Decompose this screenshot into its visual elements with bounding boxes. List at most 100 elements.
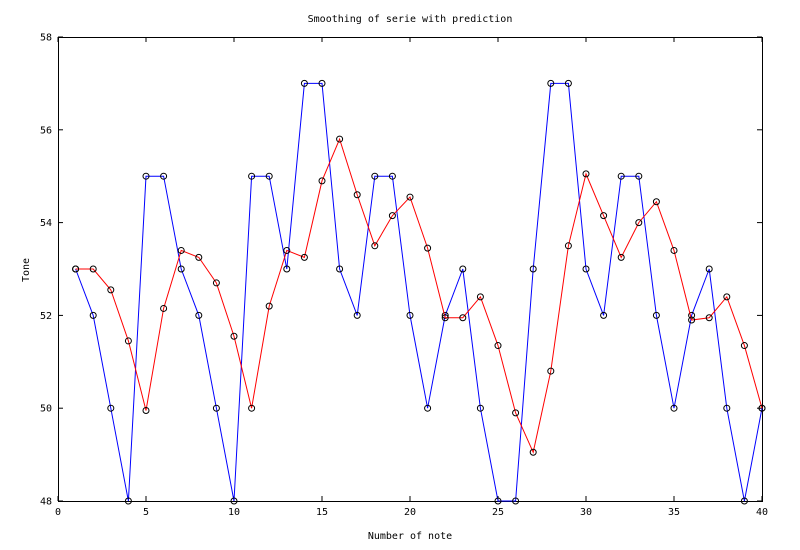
- data-point: [353, 191, 361, 199]
- x-tick-label: 35: [668, 507, 680, 518]
- data-point: [195, 311, 203, 319]
- data-point: [248, 404, 256, 412]
- data-point: [740, 497, 748, 505]
- x-axis-label: Number of note: [368, 531, 452, 542]
- data-point: [476, 404, 484, 412]
- x-axis: 0 5 10 15 20 25 30 35 40: [55, 37, 768, 518]
- data-point: [600, 212, 608, 220]
- data-point: [758, 404, 766, 412]
- data-point: [529, 265, 537, 273]
- y-tick-label: 50: [40, 404, 52, 415]
- data-point: [195, 253, 203, 261]
- data-point: [89, 311, 97, 319]
- y-tick-label: 58: [40, 33, 52, 44]
- data-point: [160, 172, 168, 180]
- data-point: [230, 497, 238, 505]
- data-point: [494, 497, 502, 505]
- chart-title: Smoothing of serie with prediction: [308, 14, 513, 25]
- series-line: [75, 82, 763, 502]
- data-point: [512, 497, 520, 505]
- data-point: [600, 311, 608, 319]
- data-point: [89, 265, 97, 273]
- plot-area: [58, 37, 763, 502]
- data-point: [635, 172, 643, 180]
- x-tick-label: 30: [580, 507, 592, 518]
- data-point: [177, 265, 185, 273]
- data-point: [688, 316, 696, 324]
- data-point: [670, 404, 678, 412]
- data-point: [230, 332, 238, 340]
- data-point: [476, 293, 484, 301]
- x-tick-label: 10: [228, 507, 240, 518]
- data-point: [388, 212, 396, 220]
- data-point: [547, 79, 555, 87]
- data-point: [582, 170, 590, 178]
- data-point: [617, 172, 625, 180]
- data-point: [283, 246, 291, 254]
- x-tick-label: 0: [55, 507, 61, 518]
- y-tick-label: 52: [40, 311, 52, 322]
- data-point: [424, 244, 432, 252]
- data-point: [459, 265, 467, 273]
- data-point: [705, 314, 713, 322]
- data-point: [283, 265, 291, 273]
- data-point: [124, 337, 132, 345]
- x-tick-label: 40: [756, 507, 768, 518]
- y-tick-label: 48: [40, 497, 52, 508]
- series-1: [72, 79, 766, 505]
- data-point: [265, 302, 273, 310]
- data-point: [300, 79, 308, 87]
- data-point: [740, 342, 748, 350]
- data-point: [547, 367, 555, 375]
- data-point: [723, 293, 731, 301]
- data-point: [705, 265, 713, 273]
- series-2: [72, 135, 766, 456]
- data-point: [670, 246, 678, 254]
- y-axis: 48 50 52 54 56 58: [40, 33, 762, 508]
- data-point: [459, 314, 467, 322]
- y-tick-label: 54: [40, 218, 52, 229]
- data-point: [564, 79, 572, 87]
- data-point: [72, 265, 80, 273]
- data-point: [177, 246, 185, 254]
- data-point: [564, 242, 572, 250]
- data-point: [107, 404, 115, 412]
- data-point: [318, 79, 326, 87]
- data-point: [424, 404, 432, 412]
- data-point: [652, 198, 660, 206]
- data-point: [406, 311, 414, 319]
- y-axis-label: Tone: [21, 258, 32, 282]
- data-point: [318, 177, 326, 185]
- data-point: [142, 407, 150, 415]
- data-point: [723, 404, 731, 412]
- data-point: [441, 314, 449, 322]
- data-point: [512, 409, 520, 417]
- data-point: [248, 172, 256, 180]
- data-point: [160, 304, 168, 312]
- data-point: [371, 242, 379, 250]
- x-tick-label: 25: [492, 507, 504, 518]
- data-point: [212, 404, 220, 412]
- data-point: [265, 172, 273, 180]
- data-point: [441, 311, 449, 319]
- data-point: [353, 311, 361, 319]
- data-point: [635, 219, 643, 227]
- data-point: [336, 135, 344, 143]
- y-tick-label: 56: [40, 125, 52, 136]
- data-point: [142, 172, 150, 180]
- data-point: [388, 172, 396, 180]
- data-point: [652, 311, 660, 319]
- data-point: [529, 448, 537, 456]
- x-tick-label: 15: [316, 507, 328, 518]
- data-point: [617, 253, 625, 261]
- data-point: [336, 265, 344, 273]
- x-tick-label: 20: [404, 507, 416, 518]
- series-line: [75, 137, 763, 454]
- data-point: [371, 172, 379, 180]
- data-point: [494, 342, 502, 350]
- data-point: [107, 286, 115, 294]
- data-point: [406, 193, 414, 201]
- data-point: [300, 253, 308, 261]
- data-point: [582, 265, 590, 273]
